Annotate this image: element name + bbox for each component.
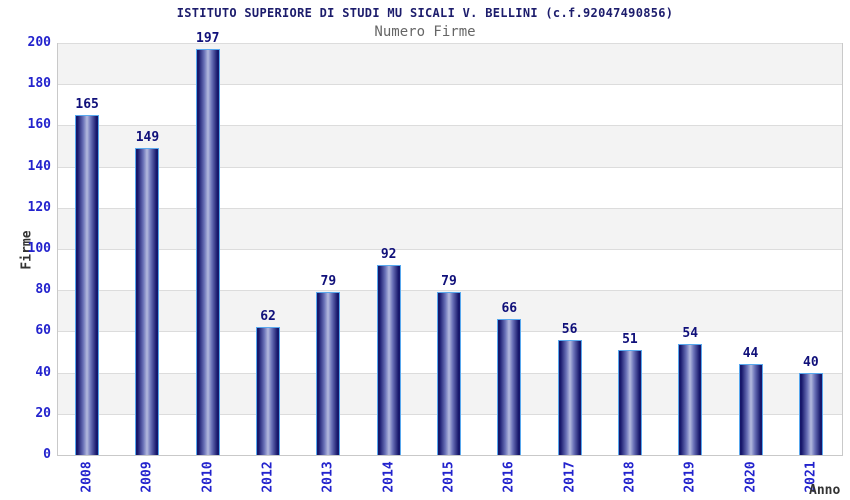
bar-value-label: 149 bbox=[135, 130, 160, 146]
bar-value-label: 197 bbox=[196, 31, 220, 47]
bar-value-label: 79 bbox=[441, 274, 457, 290]
y-tick-label: 80 bbox=[35, 282, 51, 298]
grid-band bbox=[58, 125, 842, 167]
y-tick-label: 120 bbox=[27, 199, 51, 215]
x-tick-label: 2017 bbox=[562, 461, 578, 493]
grid-band bbox=[58, 166, 842, 208]
bar-value-label: 92 bbox=[380, 247, 397, 263]
bar-value-label: 62 bbox=[260, 309, 276, 325]
bar-2018 bbox=[617, 349, 642, 455]
x-tick-label: 2012 bbox=[260, 461, 276, 493]
bar-value-label: 54 bbox=[682, 325, 699, 341]
x-tick-label: 2018 bbox=[622, 461, 638, 493]
y-tick-label: 200 bbox=[27, 35, 51, 50]
x-tick-label: 2010 bbox=[200, 461, 216, 493]
bar-2009 bbox=[135, 148, 160, 455]
x-tick-label: 2015 bbox=[441, 461, 457, 493]
bar-2014 bbox=[376, 265, 401, 455]
x-tick-label: 2009 bbox=[139, 461, 155, 493]
grid-band bbox=[58, 43, 842, 85]
y-tick-label: 20 bbox=[35, 405, 51, 421]
x-tick-label: 2016 bbox=[501, 461, 517, 493]
grid-band bbox=[58, 249, 842, 291]
y-tick-label: 160 bbox=[27, 117, 51, 133]
plot-area bbox=[57, 43, 843, 456]
bar-2020 bbox=[738, 364, 763, 455]
x-tick-label: 2019 bbox=[682, 461, 698, 493]
y-tick-label: 100 bbox=[27, 241, 51, 256]
y-tick-label: 180 bbox=[27, 76, 51, 92]
bar-value-label: 40 bbox=[803, 354, 819, 370]
grid-band bbox=[58, 207, 842, 249]
bar-2016 bbox=[497, 319, 522, 455]
grid-band bbox=[58, 84, 842, 126]
bar-2013 bbox=[316, 292, 341, 455]
y-tick-label: 60 bbox=[35, 323, 51, 339]
bar-2021 bbox=[798, 372, 823, 455]
x-tick-label: 2013 bbox=[320, 461, 336, 493]
bar-value-label: 79 bbox=[320, 274, 337, 290]
x-axis-title: Anno bbox=[809, 483, 841, 498]
bar-2008 bbox=[75, 115, 100, 455]
bar-2017 bbox=[557, 339, 582, 455]
y-tick-label: 0 bbox=[43, 447, 51, 462]
bar-value-label: 56 bbox=[561, 321, 578, 337]
bar-value-label: 44 bbox=[742, 346, 759, 362]
bar-2015 bbox=[437, 292, 461, 455]
x-tick-label: 2008 bbox=[79, 461, 95, 493]
x-tick-label: 2020 bbox=[743, 461, 759, 493]
chart-subtitle: Numero Firme bbox=[374, 24, 476, 40]
bar-value-label: 51 bbox=[622, 331, 638, 347]
bar-value-label: 66 bbox=[501, 301, 518, 317]
y-tick-label: 40 bbox=[35, 364, 51, 380]
chart-title: ISTITUTO SUPERIORE DI STUDI MU SICALI V.… bbox=[176, 6, 674, 20]
bar-2012 bbox=[256, 327, 281, 455]
bar-2019 bbox=[678, 343, 703, 455]
y-tick-label: 140 bbox=[27, 158, 51, 174]
bar-2010 bbox=[195, 49, 220, 455]
x-tick-label: 2014 bbox=[381, 461, 397, 493]
bar-value-label: 165 bbox=[75, 97, 99, 113]
